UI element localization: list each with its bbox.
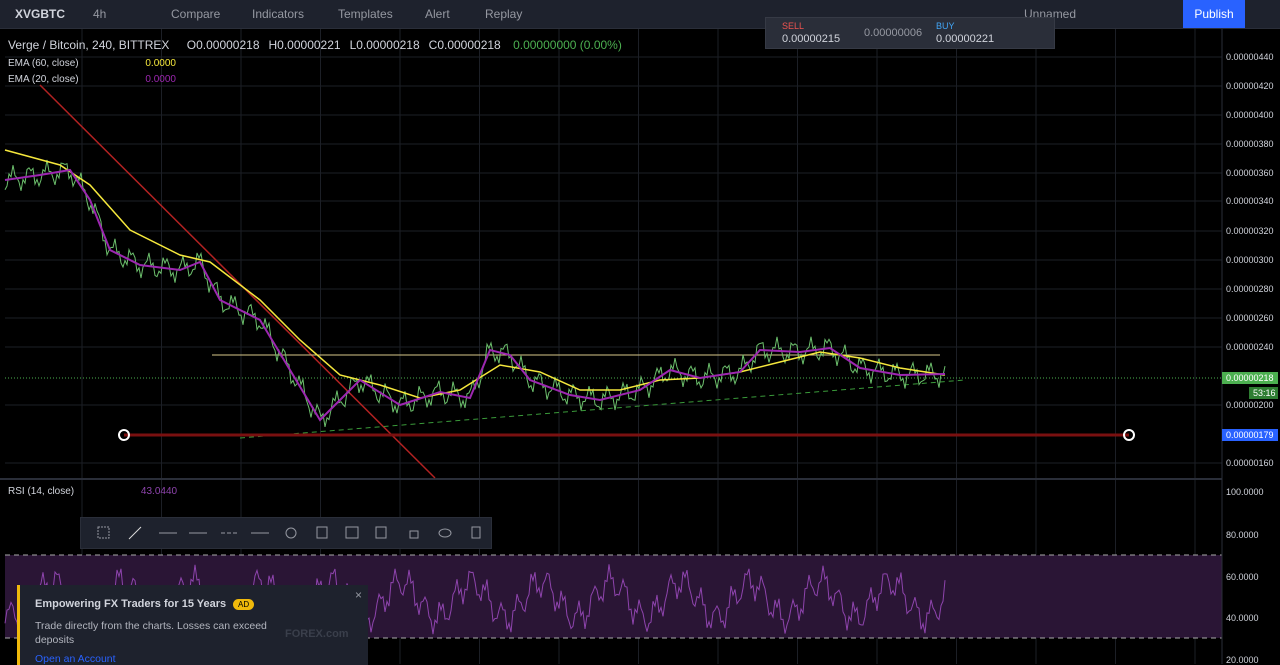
indicator-value: 43.0440 bbox=[140, 486, 178, 497]
publish-button[interactable]: Publish bbox=[1183, 0, 1245, 28]
ohlc-value: H0.00000221 bbox=[268, 38, 341, 52]
drawing-tools bbox=[97, 526, 481, 540]
sell-label[interactable]: SELL bbox=[782, 21, 805, 31]
template-tool[interactable] bbox=[345, 526, 359, 539]
ema-20-line bbox=[4, 168, 946, 422]
select-tool[interactable] bbox=[97, 526, 110, 539]
trend-line bbox=[39, 84, 436, 479]
toolbar-button[interactable]: Replay bbox=[485, 7, 523, 21]
ad-body: Trade directly from the charts. Losses c… bbox=[35, 620, 267, 646]
lock-tool[interactable] bbox=[409, 530, 419, 539]
price-tick-label: 0.00000200 bbox=[1226, 400, 1274, 410]
close-ad[interactable]: × bbox=[355, 588, 363, 602]
rsi-tick-label: 60.0000 bbox=[1226, 572, 1259, 582]
indicator-name: RSI (14, close) bbox=[8, 486, 75, 497]
symbol-title[interactable]: Verge / Bitcoin, 240, BITTREX bbox=[8, 38, 170, 52]
price-tick-label: 0.00000400 bbox=[1226, 110, 1274, 120]
indicator[interactable]: EMA (20, close) 0.0000 bbox=[8, 74, 176, 85]
price-tick-label: 0.00000360 bbox=[1226, 168, 1274, 178]
ad-brand: FOREX.com bbox=[285, 628, 349, 640]
alert-tool[interactable] bbox=[316, 526, 328, 539]
indicator[interactable]: RSI (14, close) 43.0440 bbox=[8, 486, 177, 497]
toolbar-button[interactable]: Indicators bbox=[252, 7, 305, 21]
ad-badge: AD bbox=[233, 599, 255, 610]
settings[interactable] bbox=[285, 527, 297, 539]
ad-title: Empowering FX Traders for 15 Years bbox=[35, 598, 227, 610]
support-line bbox=[239, 379, 966, 439]
ohlc-value: O0.00000218 bbox=[186, 38, 260, 52]
visibility-tool[interactable] bbox=[438, 528, 452, 538]
ad-link[interactable]: Open an Account bbox=[35, 653, 116, 665]
legend: Verge / Bitcoin, 240, BITTREX O0.0000021… bbox=[8, 38, 622, 52]
chart-canvas bbox=[0, 29, 1223, 664]
indicator-name: EMA (60, close) bbox=[8, 58, 79, 69]
price-tick-label: 0.00000380 bbox=[1226, 139, 1274, 149]
indicator-value: 0.0000 bbox=[145, 74, 176, 85]
indicator-value: 0.0000 bbox=[145, 58, 176, 69]
toolbar-button[interactable]: Compare bbox=[171, 7, 221, 21]
toolbar-button[interactable]: Templates bbox=[338, 7, 393, 21]
buy-label[interactable]: BUY bbox=[936, 21, 955, 31]
toolbar-button[interactable]: Alert bbox=[425, 7, 450, 21]
buy-price[interactable]: 0.00000221 bbox=[936, 33, 995, 45]
clone-tool[interactable] bbox=[375, 526, 387, 539]
top-toolbar: XVGBTC 4h Compare Indicators Templates Aler… bbox=[0, 0, 1280, 29]
ohlc-value: L0.00000218 bbox=[349, 38, 420, 52]
price-tick-label: 0.00000320 bbox=[1226, 226, 1274, 236]
price-tick-label: 0.00000240 bbox=[1226, 342, 1274, 352]
current-price: 0.00000218 bbox=[1222, 372, 1278, 384]
interval[interactable]: 4h bbox=[93, 7, 107, 21]
symbol[interactable]: XVGBTC bbox=[15, 7, 66, 21]
ema-60-line bbox=[4, 149, 946, 399]
indicator[interactable]: EMA (60, close) 0.0000 bbox=[8, 58, 176, 69]
price-tick-label: 0.00000440 bbox=[1226, 52, 1274, 62]
price-tick-label: 0.00000300 bbox=[1226, 255, 1274, 265]
handle[interactable] bbox=[1123, 429, 1135, 441]
drawing-toolbar bbox=[80, 517, 492, 549]
ohlc: O0.00000218 H0.00000221 L0.00000218 C0.0000… bbox=[187, 38, 510, 52]
price-tick-label: 0.00000160 bbox=[1226, 458, 1274, 468]
price-tick-label: 0.00000340 bbox=[1226, 196, 1274, 206]
rsi-tick-label: 80.0000 bbox=[1226, 530, 1259, 540]
ohlc-value: C0.00000218 bbox=[428, 38, 501, 52]
delete-tool[interactable] bbox=[471, 526, 481, 539]
advertisement: Empowering FX Traders for 15 Years AD × … bbox=[17, 585, 368, 665]
change: 0.00000000 (0.00%) bbox=[513, 38, 622, 52]
handle[interactable] bbox=[118, 429, 130, 441]
sell-price[interactable]: 0.00000215 bbox=[782, 33, 841, 45]
price-tick-label: 0.00000420 bbox=[1226, 81, 1274, 91]
countdown: 53:16 bbox=[1249, 387, 1278, 399]
pen-tool[interactable] bbox=[128, 526, 142, 540]
price-tick-label: 0.00000260 bbox=[1226, 313, 1274, 323]
rsi-tick-label: 100.0000 bbox=[1226, 487, 1264, 497]
line-price: 0.00000179 bbox=[1222, 429, 1278, 441]
rsi-tick-label: 40.0000 bbox=[1226, 613, 1259, 623]
trade-panel: SELL 0.00000215 0.00000006 BUY 0.0000022… bbox=[765, 17, 1055, 49]
spread: 0.00000006 bbox=[864, 27, 923, 39]
indicator-name: EMA (20, close) bbox=[8, 74, 79, 85]
price-tick-label: 0.00000280 bbox=[1226, 284, 1274, 294]
rsi-tick-label: 20.0000 bbox=[1226, 655, 1259, 665]
